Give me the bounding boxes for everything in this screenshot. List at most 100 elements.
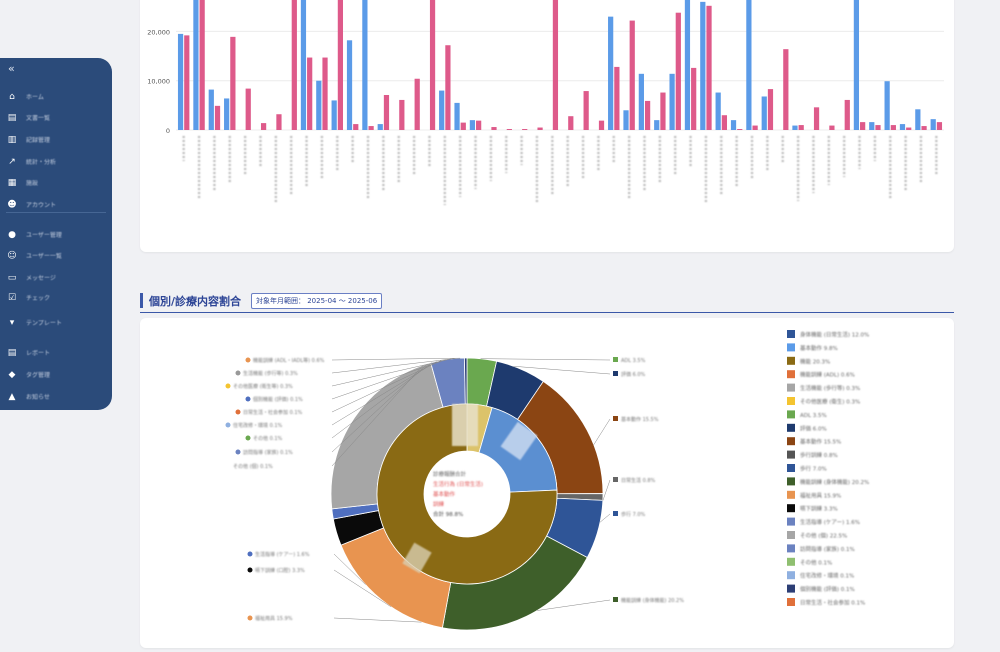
bar[interactable] [291,0,297,130]
bar[interactable] [798,125,804,130]
legend-label[interactable]: 基本動作 15.5% [800,438,841,446]
legend-swatch[interactable] [787,477,795,486]
legend-swatch[interactable] [787,343,795,352]
bar[interactable] [921,126,927,130]
bar[interactable] [644,100,651,130]
bar[interactable] [506,129,512,130]
inner-slice[interactable] [376,403,558,585]
bar[interactable] [875,125,881,130]
legend-swatch[interactable] [787,410,795,419]
bar[interactable] [469,120,476,130]
legend-label[interactable]: ADL 3.5% [800,413,827,419]
legend-swatch[interactable] [787,531,795,539]
legend-label[interactable]: その他 (個) 22.5% [800,532,847,540]
bar[interactable] [552,0,559,130]
legend-label[interactable]: 生活指導 (ケアー) 1.6% [800,518,860,526]
bar[interactable] [383,95,390,130]
legend-swatch[interactable] [787,544,795,553]
outer-slice[interactable] [464,357,468,405]
bar[interactable] [230,36,236,130]
sidebar-item[interactable]: ▤ レポート [0,344,112,362]
legend-swatch[interactable] [787,504,795,513]
bar[interactable] [337,0,344,130]
bar[interactable] [429,0,436,130]
bar[interactable] [199,0,205,130]
legend-label[interactable]: 評価 6.0% [800,424,827,432]
bar[interactable] [629,20,635,130]
sidebar-item[interactable]: ▦ 施設 [0,174,112,192]
legend-label[interactable]: 歩行 7.0% [800,465,827,473]
bar[interactable] [792,125,798,130]
legend-label[interactable]: 生活機能 (歩行等) 0.3% [800,384,860,392]
bar[interactable] [245,88,251,130]
bar[interactable] [522,129,528,130]
bar[interactable] [915,109,921,130]
bar[interactable] [860,122,866,130]
bar[interactable] [460,122,466,130]
bar[interactable] [930,119,936,130]
bar[interactable] [224,98,230,130]
legend-swatch[interactable] [787,370,795,379]
legend-swatch[interactable] [787,356,795,365]
bar[interactable] [399,99,405,130]
legend-swatch[interactable] [787,330,795,338]
bar[interactable] [491,127,497,130]
bar[interactable] [730,120,737,130]
legend-label[interactable]: その他 0.1% [800,558,832,566]
sidebar-item[interactable]: ▥ 記録管理 [0,131,112,149]
bar[interactable] [193,0,199,130]
bar[interactable] [353,124,359,130]
sidebar-item[interactable]: ▲ お知らせ [0,388,112,406]
bar[interactable] [721,115,728,130]
bar[interactable] [890,125,896,130]
sidebar-item[interactable]: ▤ 文書一覧 [0,109,112,127]
bar[interactable] [368,126,374,130]
legend-swatch[interactable] [787,557,795,566]
bar[interactable] [715,92,721,130]
legend-label[interactable]: 機能 20.3% [800,357,830,365]
bar[interactable] [767,89,774,130]
bar[interactable] [737,129,743,130]
legend-swatch[interactable] [787,584,795,593]
bar[interactable] [654,120,660,130]
bar[interactable] [346,40,353,130]
bar[interactable] [331,100,337,130]
bar[interactable] [660,92,666,130]
bar[interactable] [439,90,445,130]
legend-label[interactable]: 福祉用具 15.9% [800,491,841,499]
sidebar-item[interactable]: ↗ 統計・分析 [0,153,112,171]
bar[interactable] [316,80,322,130]
bar[interactable] [684,0,691,130]
bar[interactable] [377,124,383,130]
sidebar-item[interactable]: ☑ チェック [0,289,112,307]
bar[interactable] [761,96,767,130]
bar[interactable] [700,1,706,130]
legend-swatch[interactable] [787,490,795,499]
bar[interactable] [454,102,460,130]
bar[interactable] [208,89,214,130]
bar[interactable] [300,0,307,130]
bar[interactable] [598,120,605,130]
legend-swatch[interactable] [787,464,795,472]
legend-swatch[interactable] [787,397,795,405]
bar[interactable] [307,57,313,130]
bar[interactable] [706,5,712,130]
legend-label[interactable]: 個別機能 (評価) 0.1% [800,585,855,593]
bar[interactable] [844,99,850,130]
sidebar-item[interactable]: ⌂ ホーム [0,88,112,106]
bar[interactable] [623,110,629,130]
bar[interactable] [813,107,820,130]
bar[interactable] [362,0,368,130]
bar[interactable] [899,124,906,130]
legend-swatch[interactable] [787,437,795,446]
sidebar-item[interactable]: ● ユーザー管理 [0,226,112,244]
legend-label[interactable]: 日常生活・社会参加 0.1% [800,599,865,607]
legend-label[interactable]: 住宅改修・環境 0.1% [800,572,854,580]
legend-label[interactable]: 歩行訓練 0.8% [800,451,838,459]
bar[interactable] [829,125,835,130]
bar[interactable] [260,123,267,130]
legend-swatch[interactable] [787,517,795,526]
legend-swatch[interactable] [787,598,795,606]
legend-swatch[interactable] [787,383,795,392]
bar[interactable] [746,0,752,130]
